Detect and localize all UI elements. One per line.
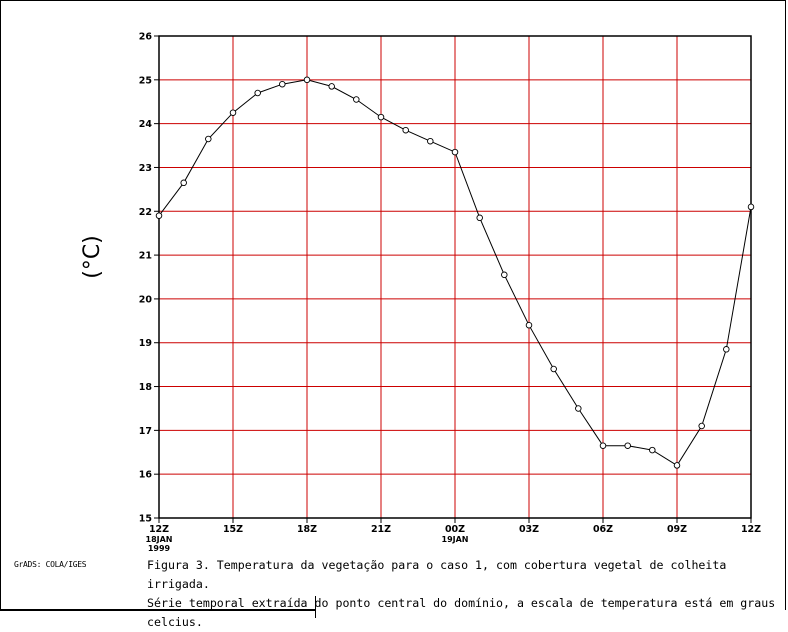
y-tick-label: 20 <box>139 294 153 305</box>
y-tick-label: 24 <box>139 119 153 130</box>
data-point <box>698 422 705 430</box>
data-point <box>476 214 483 222</box>
data-point <box>451 148 459 156</box>
bottom-rule <box>0 609 316 611</box>
data-point <box>353 96 360 103</box>
data-point <box>673 462 681 469</box>
data-point <box>402 126 409 134</box>
y-tick-label: 22 <box>139 207 152 218</box>
x-axis-ticks: 12Z 15Z 18Z 21Z 00Z 03Z 06Z 09Z 12Z18JAN199919JA… <box>146 518 761 553</box>
data-point <box>279 80 286 88</box>
x-tick-label: 03Z <box>519 524 539 535</box>
y-tick-label: 25 <box>139 75 152 86</box>
y-tick-label: 16 <box>139 470 153 481</box>
data-point <box>303 76 311 84</box>
y-axis-ticks: 15 16 17 18 19 20 21 22 23 24 25 26 <box>139 32 159 525</box>
data-point <box>501 271 508 279</box>
x-tick-label: 06Z <box>593 524 613 535</box>
x-tick-label: 12Z <box>149 524 169 535</box>
data-point <box>649 446 656 454</box>
x-tick-label: 18Z <box>297 524 317 535</box>
y-tick-label: 26 <box>139 32 153 43</box>
y-tick-label: 15 <box>139 514 152 525</box>
data-point <box>254 89 261 97</box>
y-tick-label: 19 <box>139 338 152 349</box>
y-tick-label: 17 <box>139 426 152 437</box>
x-tick-label: 12Z <box>741 524 761 535</box>
data-point <box>180 179 187 187</box>
y-tick-label: 18 <box>139 382 153 393</box>
data-point <box>550 365 557 373</box>
bottom-divider <box>315 596 316 618</box>
x-tick-label: 21Z <box>371 524 391 535</box>
x-tick-sublabel: 18JAN <box>146 535 173 544</box>
data-point <box>525 321 533 329</box>
data-point <box>328 83 335 90</box>
x-tick-label: 09Z <box>667 524 687 535</box>
y-tick-label: 23 <box>139 163 152 174</box>
data-point <box>599 442 607 449</box>
series-points <box>155 76 755 469</box>
temperature-line-chart: 15 16 17 18 19 20 21 22 23 24 25 26 12Z 15Z 18Z 21Z 00Z… <box>80 32 761 554</box>
data-point <box>377 113 385 121</box>
x-tick-sublabel: 19JAN <box>442 535 469 544</box>
y-tick-label: 21 <box>139 251 152 262</box>
y-axis-label: (°C) <box>80 235 105 279</box>
x-tick-label: 00Z <box>445 524 465 535</box>
figure-frame <box>0 0 786 610</box>
data-point <box>427 137 434 145</box>
data-point <box>624 442 631 449</box>
data-point <box>723 346 730 353</box>
figure-caption: Figura 3. Temperatura da vegetação para … <box>147 558 776 629</box>
data-point <box>155 212 163 219</box>
x-tick-sublabel: 1999 <box>148 544 171 553</box>
data-point <box>747 203 755 211</box>
data-point <box>205 135 212 143</box>
chart-grid <box>158 35 752 519</box>
data-point <box>229 109 237 116</box>
x-tick-label: 15Z <box>223 524 243 535</box>
grads-credit: GrADS: COLA/IGES <box>14 560 87 569</box>
data-point <box>575 405 582 412</box>
